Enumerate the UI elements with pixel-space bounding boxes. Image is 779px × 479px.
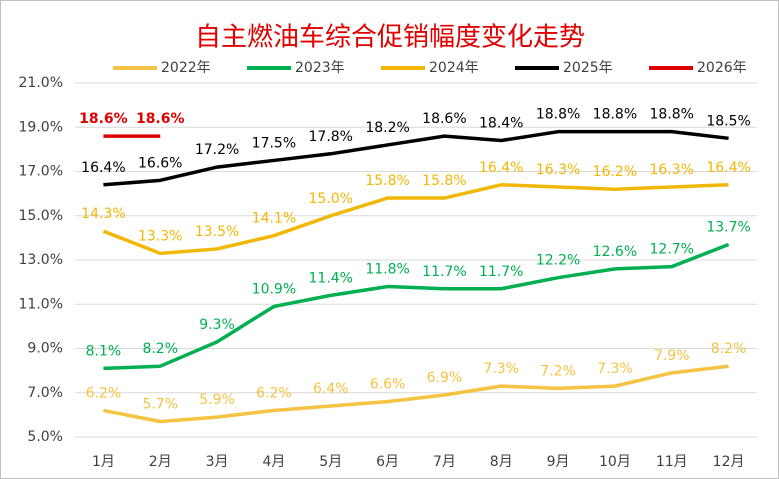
data-label: 11.7% xyxy=(479,264,523,280)
data-label: 12.6% xyxy=(593,244,637,260)
data-label: 15.8% xyxy=(422,173,466,189)
y-tick-label: 7.0% xyxy=(27,385,63,401)
data-label: 18.8% xyxy=(536,107,580,123)
x-tick-label: 9月 xyxy=(547,454,570,470)
data-label: 18.6% xyxy=(79,111,128,127)
data-label: 6.2% xyxy=(86,385,122,401)
series-line xyxy=(102,183,729,256)
data-label: 15.8% xyxy=(365,173,409,189)
data-label: 13.3% xyxy=(138,228,182,244)
x-tick-label: 2月 xyxy=(149,454,172,470)
data-label: 10.9% xyxy=(252,281,296,297)
x-tick-label: 3月 xyxy=(206,454,229,470)
y-tick-label: 17.0% xyxy=(19,164,63,180)
data-label: 7.3% xyxy=(483,361,519,377)
series-line xyxy=(103,242,730,371)
data-label: 7.3% xyxy=(597,361,633,377)
x-tick-label: 6月 xyxy=(376,454,399,470)
data-label: 16.6% xyxy=(138,155,182,171)
data-label: 11.4% xyxy=(309,270,353,286)
x-tick-label: 11月 xyxy=(656,454,688,470)
data-label: 16.3% xyxy=(650,162,694,178)
data-label: 12.2% xyxy=(536,253,580,269)
data-label: 12.7% xyxy=(650,242,694,258)
data-label: 16.3% xyxy=(536,162,580,178)
x-tick-label: 12月 xyxy=(713,454,745,470)
y-tick-label: 5.0% xyxy=(27,429,63,445)
y-tick-label: 21.0% xyxy=(19,75,63,91)
data-label: 17.2% xyxy=(195,142,239,158)
data-label: 8.2% xyxy=(711,341,747,357)
data-label: 5.9% xyxy=(199,392,235,408)
chart-title: 自主燃油车综合促销幅度变化走势 xyxy=(195,23,585,53)
legend-label: 2025年 xyxy=(563,60,613,76)
data-label: 16.4% xyxy=(479,160,523,176)
y-tick-label: 19.0% xyxy=(19,119,63,135)
data-label: 8.2% xyxy=(142,341,178,357)
data-label: 16.4% xyxy=(706,160,750,176)
x-tick-label: 7月 xyxy=(433,454,456,470)
x-tick-label: 4月 xyxy=(262,454,285,470)
y-tick-label: 9.0% xyxy=(27,341,63,357)
x-tick-label: 5月 xyxy=(319,454,342,470)
data-label: 8.1% xyxy=(86,343,122,359)
series-line xyxy=(103,129,729,187)
data-label: 18.4% xyxy=(479,116,523,132)
data-label: 11.8% xyxy=(365,262,409,278)
x-tick-label: 8月 xyxy=(490,454,513,470)
data-label: 11.7% xyxy=(422,264,466,280)
x-tick-label: 1月 xyxy=(92,454,115,470)
data-label: 17.5% xyxy=(252,135,296,151)
data-label: 6.6% xyxy=(370,377,406,393)
data-label: 14.3% xyxy=(81,206,125,222)
data-label: 7.9% xyxy=(654,348,690,364)
data-label: 6.2% xyxy=(256,385,292,401)
data-label: 18.8% xyxy=(593,107,637,123)
series-line xyxy=(103,364,729,424)
data-label: 16.4% xyxy=(81,160,125,176)
data-label: 13.7% xyxy=(706,220,750,236)
data-label: 5.7% xyxy=(142,397,178,413)
data-label: 13.5% xyxy=(195,224,239,240)
legend-label: 2024年 xyxy=(429,60,479,76)
data-label: 18.8% xyxy=(650,107,694,123)
y-tick-label: 15.0% xyxy=(19,208,63,224)
data-label: 16.2% xyxy=(593,164,637,180)
y-tick-label: 11.0% xyxy=(19,296,63,312)
data-label: 18.6% xyxy=(422,111,466,127)
data-label: 18.6% xyxy=(136,111,185,127)
legend-label: 2023年 xyxy=(295,60,345,76)
data-label: 18.5% xyxy=(706,113,750,129)
y-tick-label: 13.0% xyxy=(19,252,63,268)
legend-label: 2026年 xyxy=(697,60,747,76)
data-label: 6.4% xyxy=(313,381,349,397)
legend-label: 2022年 xyxy=(161,60,211,76)
data-label: 7.2% xyxy=(540,363,576,379)
data-label: 17.8% xyxy=(309,129,353,145)
data-label: 15.0% xyxy=(309,191,353,207)
data-label: 14.1% xyxy=(252,211,296,227)
data-label: 18.2% xyxy=(365,120,409,136)
data-label: 9.3% xyxy=(199,317,235,333)
data-label: 6.9% xyxy=(427,370,463,386)
x-tick-label: 10月 xyxy=(599,454,631,470)
